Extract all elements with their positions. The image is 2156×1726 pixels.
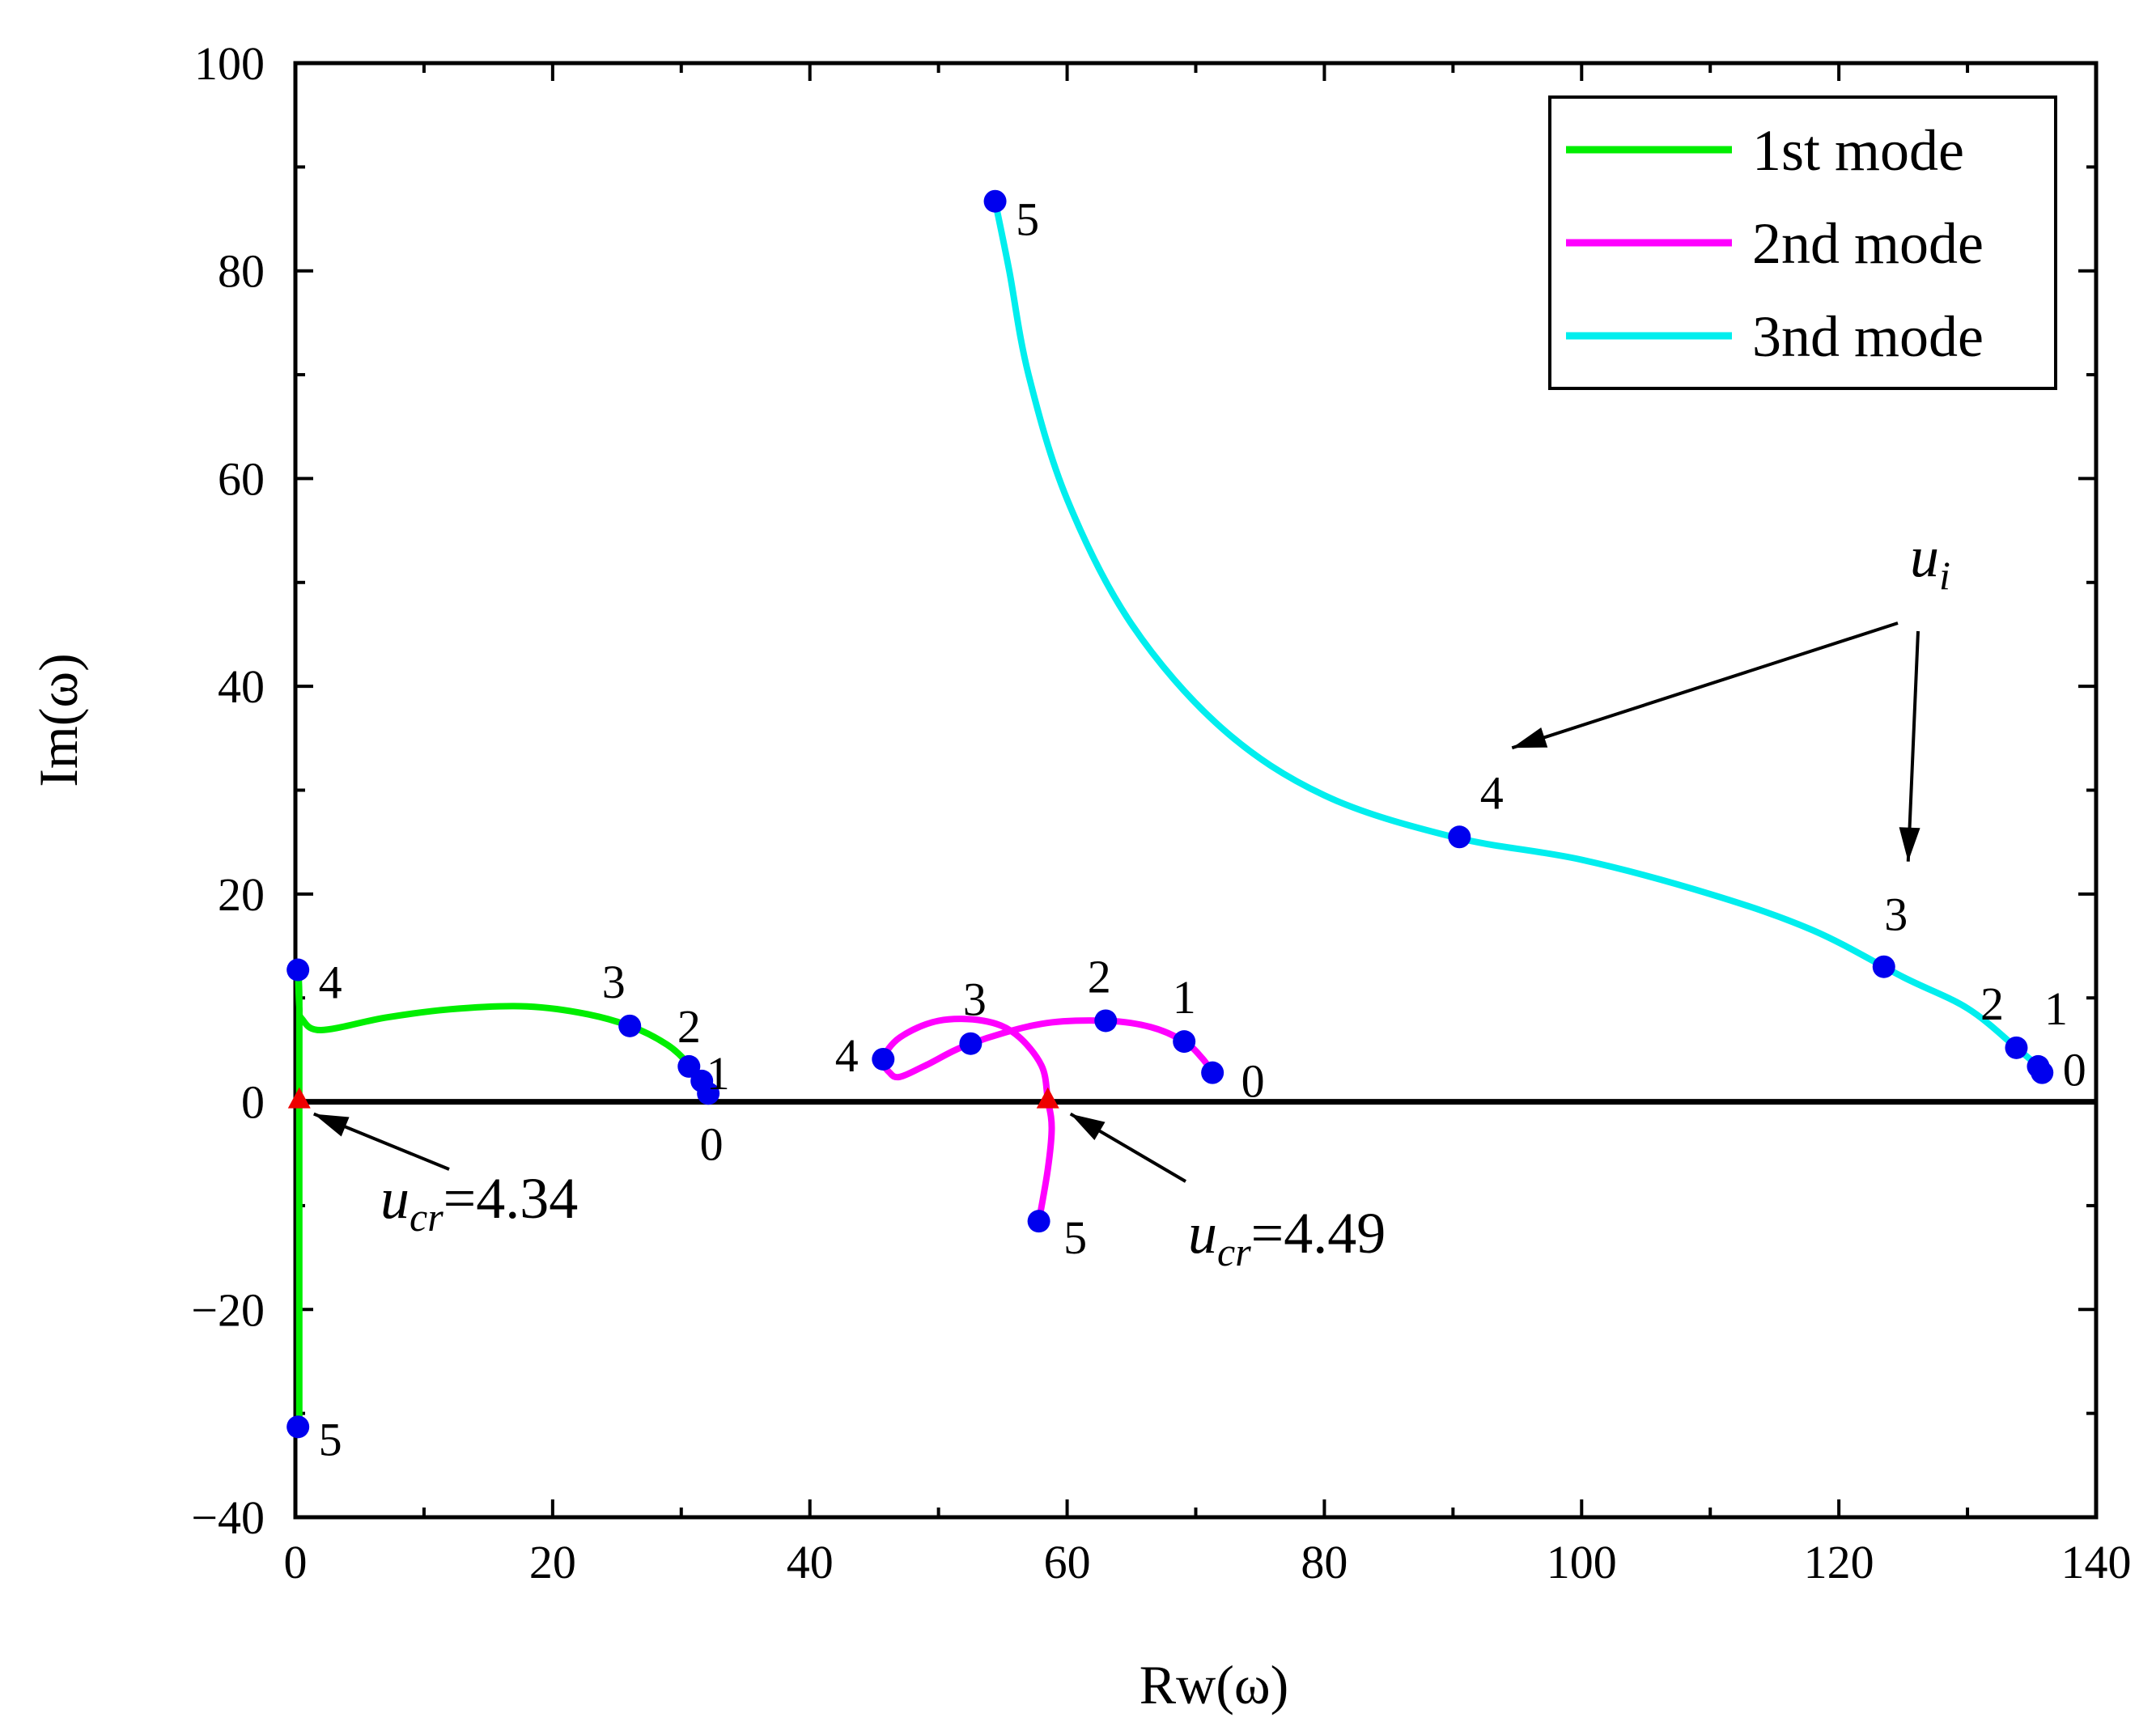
x-tick-label: 100: [1547, 1536, 1617, 1588]
point-label: 1: [707, 1047, 730, 1100]
data-point: [618, 1014, 642, 1037]
point-label: 5: [1016, 193, 1039, 246]
annotation-ucr-2-var: u: [1188, 1201, 1217, 1266]
point-label: 3: [1884, 888, 1908, 941]
point-label: 4: [1480, 766, 1504, 819]
x-tick-label: 20: [529, 1536, 576, 1588]
x-tick-label: 120: [1804, 1536, 1874, 1588]
legend-label-mode3: 3nd mode: [1752, 304, 1984, 369]
y-tick-label: −40: [191, 1491, 265, 1544]
point-label: 3: [963, 973, 987, 1026]
arrow-ucr-2: [1069, 1112, 1187, 1183]
data-point: [1173, 1030, 1196, 1054]
annotation-ucr-2-label: ucr=4.49: [1188, 1201, 1386, 1274]
annotation-ucr-1-var: u: [380, 1166, 410, 1231]
annotation-ui-sub: i: [1939, 553, 1950, 598]
y-tick-label: 40: [218, 660, 265, 713]
annotation-ucr-1-sub: cr: [410, 1194, 444, 1240]
critical-point-marker: [287, 1087, 311, 1109]
data-point: [286, 958, 310, 982]
annotation-ucr-1: ucr=4.34: [380, 1166, 578, 1240]
data-point: [1094, 1009, 1118, 1033]
annotation-ui: ui: [1910, 524, 1950, 598]
point-label: 4: [319, 956, 342, 1009]
annotation-ucr-1-label: ucr=4.34: [380, 1166, 578, 1240]
data-point: [983, 189, 1007, 213]
data-point: [1201, 1061, 1224, 1084]
data-point: [1872, 955, 1895, 978]
data-point: [1448, 825, 1471, 849]
x-axis-label: Rw(ω): [1140, 1654, 1289, 1715]
x-tick-label: 80: [1301, 1536, 1348, 1588]
point-label: 2: [677, 1000, 701, 1053]
x-tick-label: 140: [2061, 1536, 2132, 1588]
annotation-ucr-2: ucr=4.49: [1188, 1201, 1386, 1274]
arrow-ui-4: [1511, 621, 1899, 750]
x-tick-label: 40: [787, 1536, 834, 1588]
annotation-ui-label: ui: [1910, 524, 1950, 598]
x-tick-label: 60: [1044, 1536, 1091, 1588]
legend-label-mode2: 2nd mode: [1752, 211, 1984, 276]
annotation-ucr-1-value: =4.34: [444, 1166, 579, 1231]
data-point: [286, 1415, 310, 1439]
arrow-ui-3: [1899, 630, 1920, 862]
y-tick-label: 0: [241, 1076, 265, 1129]
y-tick-label: 60: [218, 452, 265, 505]
annotation-ui-var: u: [1910, 524, 1939, 589]
annotation-ucr-2-value: =4.49: [1251, 1201, 1386, 1266]
data-point: [690, 1069, 714, 1092]
point-label: 0: [2063, 1044, 2086, 1096]
point-label: 2: [1980, 978, 2004, 1030]
data-point: [677, 1054, 701, 1078]
point-label: 5: [319, 1413, 342, 1465]
annotations-layer: [313, 621, 1920, 1183]
data-point: [872, 1047, 895, 1071]
point-label: 2: [1088, 950, 1111, 1003]
series-line-2: [879, 1016, 1216, 1225]
point-label: 0: [700, 1117, 724, 1170]
point-label: 1: [1173, 971, 1196, 1024]
y-tick-label: −20: [191, 1283, 265, 1336]
data-point: [2027, 1054, 2050, 1078]
x-tick-label: 0: [284, 1536, 308, 1588]
y-tick-label: 80: [218, 245, 265, 298]
point-label: 4: [835, 1029, 859, 1082]
point-label: 1: [2044, 982, 2068, 1035]
arrow-ucr-1: [313, 1112, 450, 1171]
annotation-ucr-2-sub: cr: [1217, 1229, 1251, 1274]
data-point: [2005, 1036, 2028, 1059]
legend: 1st mode 2nd mode 3nd mode: [1548, 95, 2057, 390]
data-point: [959, 1032, 983, 1055]
data-point: [1027, 1210, 1050, 1233]
legend-label-mode1: 1st mode: [1752, 118, 1964, 183]
critical-point-marker: [1036, 1087, 1059, 1109]
point-label: 3: [602, 956, 626, 1008]
y-tick-label: 20: [218, 868, 265, 921]
y-axis-label: Im(ω): [28, 653, 89, 787]
series-line-1: [295, 966, 712, 1431]
point-label: 5: [1063, 1211, 1087, 1264]
point-label: 0: [1241, 1055, 1265, 1108]
y-tick-label: 100: [194, 37, 265, 90]
